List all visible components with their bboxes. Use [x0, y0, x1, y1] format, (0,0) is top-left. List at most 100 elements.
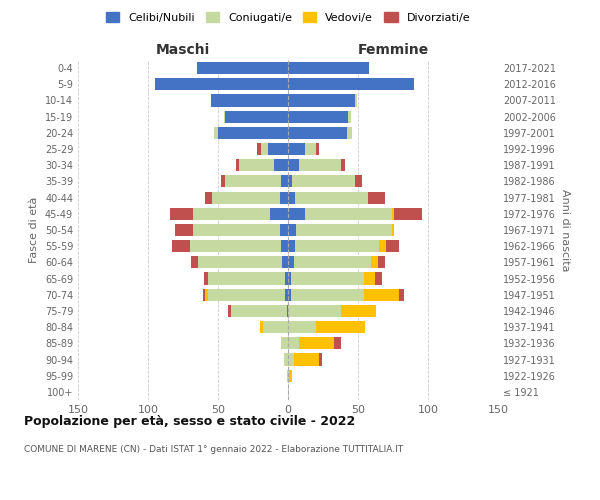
- Bar: [392, 208, 394, 220]
- Bar: [334, 338, 341, 349]
- Bar: [284, 354, 288, 366]
- Bar: [288, 256, 293, 268]
- Bar: [316, 143, 319, 155]
- Bar: [211, 94, 288, 106]
- Bar: [274, 159, 288, 172]
- Bar: [364, 288, 398, 301]
- Bar: [204, 272, 208, 284]
- Bar: [295, 192, 368, 203]
- Bar: [398, 288, 404, 301]
- Bar: [379, 240, 386, 252]
- Bar: [228, 305, 230, 317]
- Bar: [197, 62, 288, 74]
- Bar: [291, 288, 364, 301]
- Bar: [260, 321, 263, 333]
- Bar: [191, 256, 199, 268]
- Bar: [386, 240, 398, 252]
- Bar: [288, 176, 292, 188]
- Bar: [190, 240, 281, 252]
- Bar: [368, 192, 385, 203]
- Bar: [288, 321, 316, 333]
- Bar: [288, 127, 347, 139]
- Bar: [288, 78, 414, 90]
- Bar: [225, 110, 288, 122]
- Bar: [295, 240, 379, 252]
- Bar: [268, 143, 288, 155]
- Bar: [392, 224, 394, 236]
- Bar: [394, 208, 422, 220]
- Bar: [218, 127, 288, 139]
- Bar: [283, 256, 288, 268]
- Bar: [281, 240, 288, 252]
- Text: Femmine: Femmine: [358, 43, 428, 57]
- Bar: [371, 256, 377, 268]
- Bar: [293, 256, 371, 268]
- Bar: [341, 305, 376, 317]
- Bar: [239, 159, 274, 172]
- Bar: [305, 208, 392, 220]
- Y-axis label: Fasce di età: Fasce di età: [29, 197, 39, 263]
- Bar: [288, 338, 299, 349]
- Bar: [288, 354, 293, 366]
- Bar: [288, 110, 348, 122]
- Bar: [287, 305, 288, 317]
- Bar: [172, 240, 190, 252]
- Bar: [299, 159, 341, 172]
- Bar: [208, 288, 285, 301]
- Bar: [281, 338, 288, 349]
- Bar: [236, 159, 239, 172]
- Bar: [225, 176, 281, 188]
- Bar: [288, 208, 305, 220]
- Bar: [280, 224, 288, 236]
- Bar: [281, 176, 288, 188]
- Bar: [288, 305, 341, 317]
- Bar: [214, 127, 218, 139]
- Bar: [364, 272, 375, 284]
- Bar: [305, 143, 316, 155]
- Bar: [263, 321, 288, 333]
- Bar: [285, 272, 288, 284]
- Bar: [285, 288, 288, 301]
- Text: Popolazione per età, sesso e stato civile - 2022: Popolazione per età, sesso e stato civil…: [24, 415, 355, 428]
- Bar: [270, 208, 288, 220]
- Bar: [288, 159, 299, 172]
- Bar: [230, 305, 287, 317]
- Bar: [193, 224, 280, 236]
- Bar: [287, 370, 288, 382]
- Bar: [262, 143, 268, 155]
- Bar: [288, 370, 289, 382]
- Bar: [170, 208, 193, 220]
- Legend: Celibi/Nubili, Coniugati/e, Vedovi/e, Divorziati/e: Celibi/Nubili, Coniugati/e, Vedovi/e, Di…: [101, 8, 475, 28]
- Bar: [288, 62, 369, 74]
- Y-axis label: Anni di nascita: Anni di nascita: [560, 188, 570, 271]
- Bar: [319, 354, 322, 366]
- Text: Maschi: Maschi: [156, 43, 210, 57]
- Bar: [288, 240, 295, 252]
- Bar: [288, 192, 295, 203]
- Bar: [348, 110, 351, 122]
- Bar: [377, 256, 385, 268]
- Bar: [175, 224, 193, 236]
- Bar: [289, 370, 292, 382]
- Bar: [193, 208, 270, 220]
- Bar: [155, 78, 288, 90]
- Bar: [288, 288, 291, 301]
- Bar: [375, 272, 382, 284]
- Bar: [316, 321, 365, 333]
- Bar: [205, 288, 208, 301]
- Bar: [299, 338, 334, 349]
- Bar: [221, 176, 225, 188]
- Bar: [355, 176, 362, 188]
- Bar: [291, 272, 364, 284]
- Bar: [288, 94, 355, 106]
- Bar: [292, 176, 355, 188]
- Bar: [257, 143, 262, 155]
- Bar: [288, 143, 305, 155]
- Bar: [341, 159, 346, 172]
- Bar: [296, 224, 392, 236]
- Bar: [224, 110, 225, 122]
- Bar: [280, 192, 288, 203]
- Bar: [347, 127, 352, 139]
- Bar: [203, 288, 205, 301]
- Bar: [355, 94, 356, 106]
